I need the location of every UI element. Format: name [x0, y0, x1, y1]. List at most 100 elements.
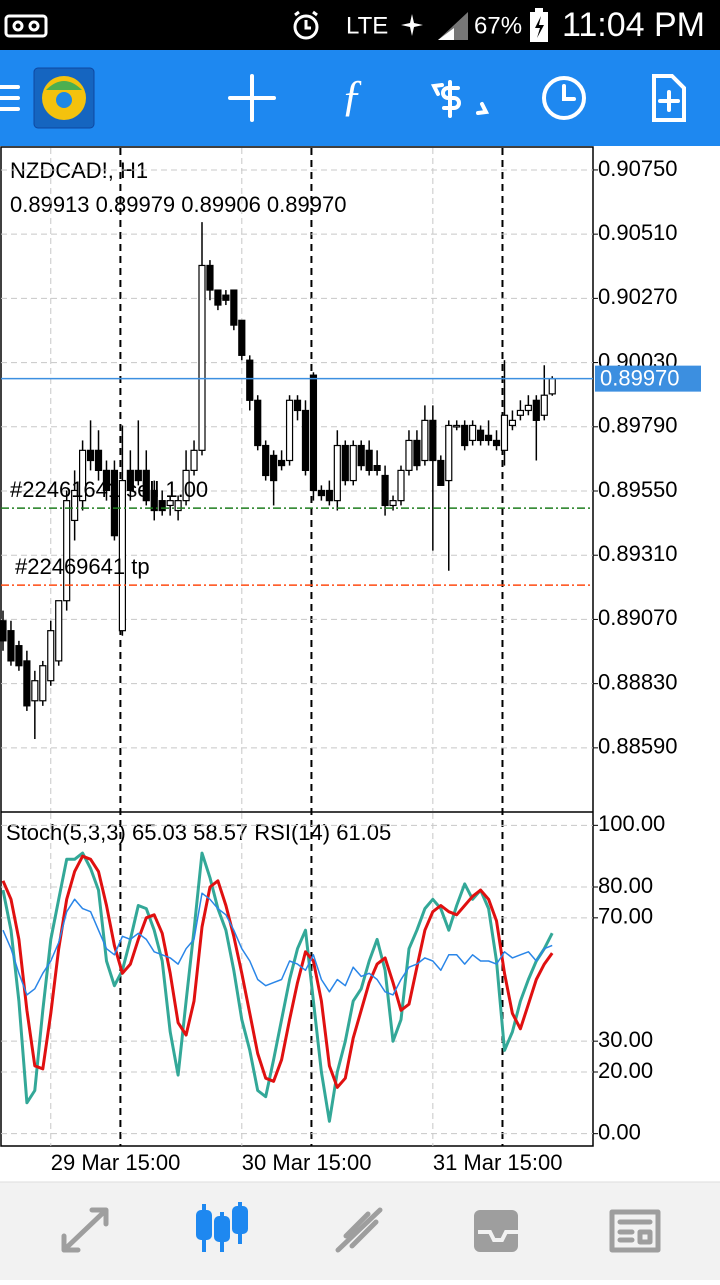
period-button[interactable]	[542, 76, 586, 120]
candle-body	[540, 394, 548, 416]
candle-body	[341, 444, 349, 482]
candle-body	[373, 464, 381, 472]
battery-icon	[530, 8, 548, 42]
candle-body	[325, 489, 333, 502]
candle-body	[278, 459, 286, 467]
voicemail-icon	[4, 14, 48, 38]
candle-body	[309, 374, 318, 492]
candle-body	[453, 424, 461, 428]
candle-body	[190, 449, 198, 472]
candle-body	[158, 500, 166, 512]
candle-body	[214, 289, 222, 306]
chart-frame	[0, 146, 594, 1147]
candle-body	[126, 469, 134, 492]
quotes-tab[interactable]	[61, 1207, 109, 1253]
status-bar	[0, 0, 720, 50]
candle-body	[469, 424, 477, 442]
candle-body	[86, 449, 95, 462]
candle-body	[0, 620, 7, 642]
chart-tab[interactable]	[196, 1202, 248, 1252]
candle-body	[333, 444, 341, 502]
candle-body	[421, 419, 429, 462]
candle-body	[317, 489, 325, 497]
candle-body	[110, 469, 119, 537]
y-tick-label: 0.88590	[598, 734, 678, 759]
network-label: LTE	[346, 12, 388, 39]
y-tick-label: 0.00	[598, 1119, 641, 1144]
trade-tab[interactable]	[335, 1207, 383, 1253]
candle-body	[23, 660, 31, 707]
clock: 11:04 PM	[562, 6, 705, 44]
candle-body	[365, 449, 373, 472]
x-tick-label: 30 Mar 15:00	[242, 1150, 372, 1175]
x-tick-label: 31 Mar 15:00	[433, 1150, 563, 1175]
candle-body	[150, 489, 158, 512]
candle-body	[7, 630, 15, 662]
candle-body	[285, 399, 294, 462]
candle-body	[134, 469, 142, 482]
y-tick-label: 0.89070	[598, 605, 678, 630]
app-logo[interactable]	[33, 67, 95, 129]
menu-button[interactable]	[0, 85, 20, 111]
y-tick-label: 30.00	[598, 1027, 653, 1052]
y-tick-label: 0.89310	[598, 541, 678, 566]
candle-body	[55, 600, 63, 662]
candle-body	[71, 489, 79, 522]
new-order-button[interactable]	[652, 74, 686, 122]
candle-body	[206, 264, 214, 291]
candle-body	[39, 665, 47, 702]
price-label: 0.89970	[600, 365, 680, 390]
candle-body	[413, 439, 421, 467]
candle-body	[437, 459, 445, 486]
candle-body	[381, 474, 389, 507]
candle-body	[15, 645, 23, 667]
order-label: #22469641 tp	[15, 554, 150, 579]
candle-body	[31, 680, 39, 702]
candle-body	[397, 469, 405, 502]
indicator-line	[2, 892, 553, 996]
candle-body	[301, 409, 310, 472]
order-label: #22461641 sell 1.00	[10, 477, 208, 502]
y-tick-label: 0.89550	[598, 477, 678, 502]
candle-body	[357, 444, 365, 467]
indicators-button[interactable]: ƒ	[341, 71, 363, 120]
candle-body	[516, 409, 525, 416]
candle-body	[389, 500, 397, 507]
candle-body	[254, 399, 262, 447]
crosshair-button[interactable]	[228, 74, 276, 122]
trade-button[interactable]	[430, 80, 490, 118]
candle-body	[532, 399, 540, 421]
candle-body	[174, 500, 182, 512]
indicator-readout: Stoch(5,3,3) 65.03 58.57 RSI(14) 61.05	[6, 820, 391, 845]
candle-body	[405, 439, 413, 472]
candle-body	[484, 434, 493, 442]
candle-body	[198, 264, 206, 451]
candle-body	[262, 444, 270, 477]
candle-body	[461, 424, 469, 447]
candle-body	[142, 469, 150, 502]
alarm-icon	[293, 10, 319, 40]
candle-body	[293, 399, 302, 412]
candle-body	[500, 414, 509, 451]
toolbar	[0, 50, 720, 146]
price-label-box	[595, 365, 701, 392]
candle-body	[78, 449, 87, 502]
candle-body	[102, 469, 111, 492]
news-tab[interactable]	[609, 1209, 661, 1253]
history-tab[interactable]	[474, 1210, 518, 1252]
candle-body	[94, 449, 103, 472]
candle-body	[63, 500, 71, 602]
chart-title: NZDCAD!, H1	[10, 158, 148, 183]
y-tick-label: 20.00	[598, 1058, 653, 1083]
ohlc-readout: 0.89913 0.89979 0.89906 0.89970	[10, 192, 346, 217]
candle-body	[524, 404, 532, 412]
candle-body	[477, 429, 485, 442]
candle-body	[270, 454, 278, 482]
y-tick-label: 70.00	[598, 904, 653, 929]
candle-body	[445, 424, 453, 482]
candle-body	[508, 419, 517, 427]
battery-label: 67%	[474, 12, 522, 39]
y-tick-label: 0.89790	[598, 413, 678, 438]
candle-body	[166, 500, 174, 507]
